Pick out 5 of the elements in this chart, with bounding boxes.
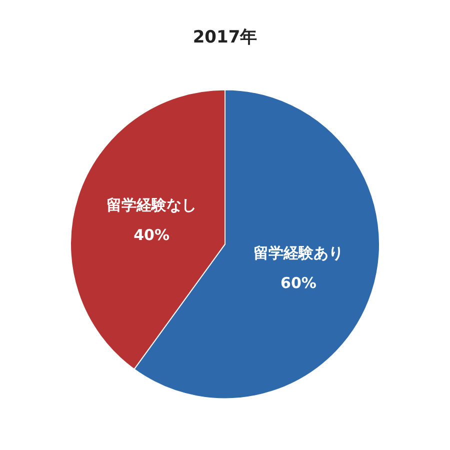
chart-title: 2017年 (192, 28, 258, 48)
slice-label: 留学経験あり (253, 244, 344, 262)
data-label: 40% (134, 226, 170, 244)
data-label: 60% (280, 274, 316, 292)
slice-label: 留学経験なし (106, 196, 197, 214)
